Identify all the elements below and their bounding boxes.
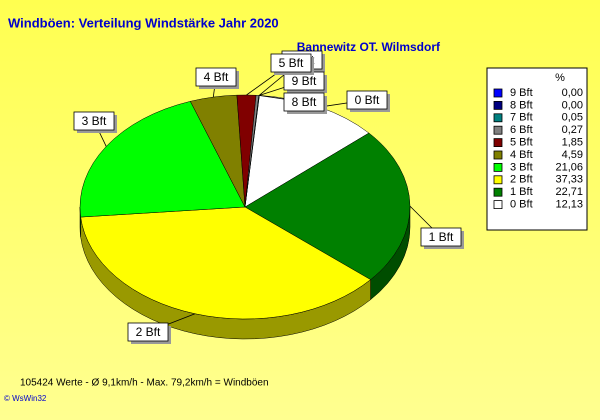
label-box xyxy=(73,111,115,131)
label-box xyxy=(346,90,388,110)
slice-label: 9 Bft xyxy=(292,74,317,88)
legend-swatch xyxy=(493,88,503,98)
legend-value: 0,05 xyxy=(562,112,583,124)
slice-label: 0 Bft xyxy=(355,93,380,107)
legend-value: 12,13 xyxy=(555,199,583,211)
footer-note: 105424 Werte - Ø 9,1km/h - Max. 79,2km/h… xyxy=(20,378,269,389)
chart-title: Windböen: Verteilung Windstärke Jahr 202… xyxy=(8,15,279,30)
label-box xyxy=(283,92,325,112)
legend-value: 22,71 xyxy=(555,186,583,198)
slice-label: 4 Bft xyxy=(204,70,229,84)
slice xyxy=(80,206,372,320)
legend-swatch xyxy=(493,101,503,110)
legend-label: 3 Bft xyxy=(510,161,533,173)
legend-title: % xyxy=(555,72,565,84)
legend-box xyxy=(486,67,588,231)
legend-swatch xyxy=(493,113,503,123)
legend-value: 0,00 xyxy=(562,87,583,99)
legend-label: 7 Bft xyxy=(510,112,533,124)
legend-value: 37,33 xyxy=(555,174,583,186)
slice-label: 8 Bft xyxy=(292,95,317,109)
label-box xyxy=(270,53,312,73)
legend-label: 5 Bft xyxy=(510,137,533,149)
legend-label: 1 Bft xyxy=(510,186,533,198)
credit: © WsWin32 xyxy=(4,394,47,403)
label-box xyxy=(420,227,462,247)
slice-label: 5 Bft xyxy=(279,56,304,70)
legend-label: 9 Bft xyxy=(510,87,533,99)
legend-swatch xyxy=(493,138,503,148)
chart-subtitle: Bannewitz OT. Wilmsdorf xyxy=(297,40,441,54)
slice-label: 1 Bft xyxy=(429,230,454,244)
legend-label: 8 Bft xyxy=(510,99,533,111)
legend-label: 6 Bft xyxy=(510,124,533,136)
legend-swatch xyxy=(493,200,503,210)
legend-value: 0,27 xyxy=(562,124,583,136)
legend-label: 4 Bft xyxy=(510,149,533,161)
legend-swatch xyxy=(493,187,503,197)
label-box xyxy=(195,67,237,87)
legend-value: 21,06 xyxy=(555,161,583,173)
legend-value: 1,85 xyxy=(562,137,583,149)
legend-label: 2 Bft xyxy=(510,174,533,186)
legend-swatch xyxy=(493,150,503,160)
legend-label: 0 Bft xyxy=(510,199,533,211)
legend-swatch xyxy=(493,162,503,172)
slice-label: 2 Bft xyxy=(136,325,161,339)
legend-swatch xyxy=(493,125,503,135)
legend-value: 4,59 xyxy=(562,149,583,161)
pie xyxy=(79,94,411,340)
legend: 9 Bft 0,00 8 Bft 0,00 7 Bft 0,05 6 Bft 0,27 5 Bf… xyxy=(493,87,583,211)
label-box xyxy=(127,322,169,342)
slice xyxy=(79,101,246,218)
slice-label: 3 Bft xyxy=(82,114,107,128)
legend-swatch xyxy=(493,175,503,185)
legend-value: 0,00 xyxy=(562,99,583,111)
